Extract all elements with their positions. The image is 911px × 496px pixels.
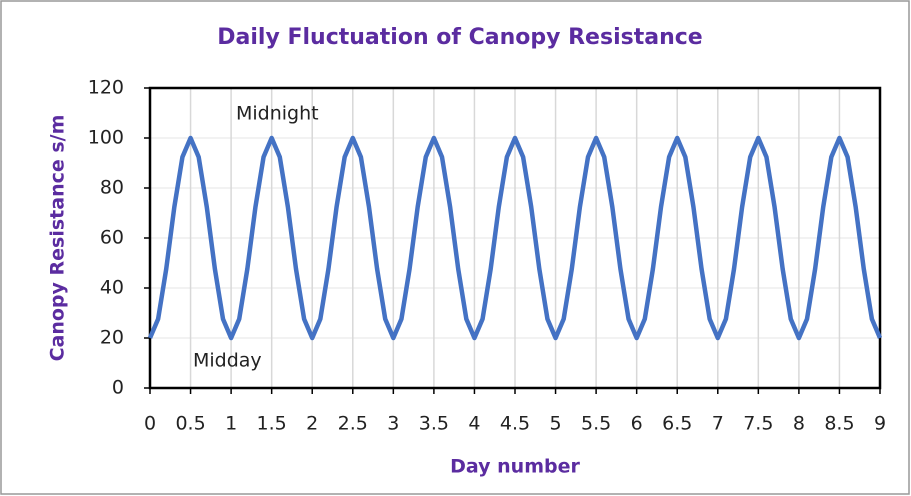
x-tick-label: 8.5 — [824, 413, 854, 435]
annotation: Midday — [193, 350, 262, 372]
y-tick-label: 120 — [88, 77, 124, 99]
y-tick-label: 80 — [100, 177, 124, 199]
x-tick-label: 7 — [712, 413, 724, 435]
chart-title: Daily Fluctuation of Canopy Resistance — [217, 25, 702, 50]
x-tick-label: 5.5 — [581, 413, 611, 435]
x-tick-label: 8 — [793, 413, 805, 435]
x-tick-label: 9 — [874, 413, 886, 435]
y-tick-label: 60 — [100, 227, 124, 249]
y-axis-label: Canopy Resistance s/m — [47, 115, 69, 362]
x-tick-label: 6.5 — [662, 413, 692, 435]
plot-frame — [148, 86, 882, 390]
x-tick-label: 0 — [144, 413, 156, 435]
y-tick-label: 0 — [112, 377, 124, 399]
x-axis-label: Day number — [450, 456, 580, 478]
x-tick-label: 2 — [306, 413, 318, 435]
x-tick-label: 7.5 — [743, 413, 773, 435]
x-tick-label: 6 — [631, 413, 643, 435]
x-tick-label: 3.5 — [419, 413, 449, 435]
x-tick-label: 3 — [387, 413, 399, 435]
x-tick-label: 1 — [225, 413, 237, 435]
line-series — [147, 135, 883, 341]
x-tick-label: 4 — [468, 413, 480, 435]
x-tick-label: 0.5 — [175, 413, 205, 435]
x-tick-label: 4.5 — [500, 413, 530, 435]
y-tick-label: 100 — [88, 127, 124, 149]
y-tick-label: 40 — [100, 277, 124, 299]
annotation: Midnight — [236, 103, 319, 125]
y-tick-label: 20 — [100, 327, 124, 349]
x-tick-label: 1.5 — [257, 413, 287, 435]
x-tick-label: 2.5 — [338, 413, 368, 435]
x-tick-label: 5 — [550, 413, 562, 435]
